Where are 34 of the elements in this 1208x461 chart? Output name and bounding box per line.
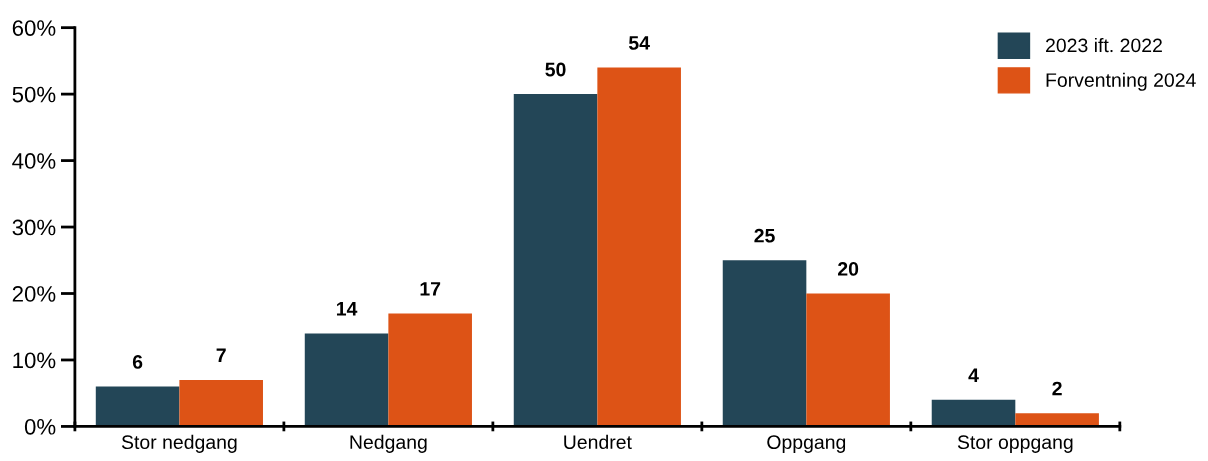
legend-label: Forventning 2024	[1046, 72, 1196, 91]
bar	[931, 399, 1016, 427]
y-tick-label: 0%	[24, 418, 56, 435]
data-label: 4	[968, 368, 979, 382]
y-tick-label: 30%	[12, 219, 56, 236]
data-label: 20	[838, 262, 859, 276]
y-tick-label: 40%	[12, 153, 56, 169]
bar	[806, 293, 890, 427]
data-label: 25	[754, 228, 775, 243]
y-tick-label: 10%	[13, 352, 56, 369]
bar	[513, 94, 598, 427]
legend-label: 2023 ift. 2022	[1046, 37, 1162, 53]
y-tick-label: 50%	[12, 86, 56, 103]
data-label: 50	[545, 62, 566, 77]
bar	[722, 260, 807, 427]
x-tick-label: Stor oppgang	[957, 435, 1073, 453]
bar	[597, 67, 681, 427]
x-tick-label: Oppgang	[767, 435, 846, 453]
bar	[304, 333, 389, 427]
y-tick-label: 60%	[12, 20, 56, 36]
data-label: 2	[1052, 381, 1062, 396]
data-label: 7	[216, 348, 226, 362]
data-label: 6	[132, 355, 143, 369]
bar	[179, 379, 263, 427]
x-tick-label: Uendret	[564, 434, 632, 450]
data-label: 17	[420, 282, 441, 296]
x-tick-label: Nedgang	[350, 434, 427, 453]
data-label: 14	[336, 302, 358, 316]
bar	[1015, 413, 1099, 427]
data-label: 54	[628, 36, 650, 50]
bar	[95, 386, 180, 427]
y-tick-label: 20%	[12, 286, 56, 302]
bar	[388, 313, 472, 427]
x-tick-label: Stor nedgang	[121, 434, 237, 453]
